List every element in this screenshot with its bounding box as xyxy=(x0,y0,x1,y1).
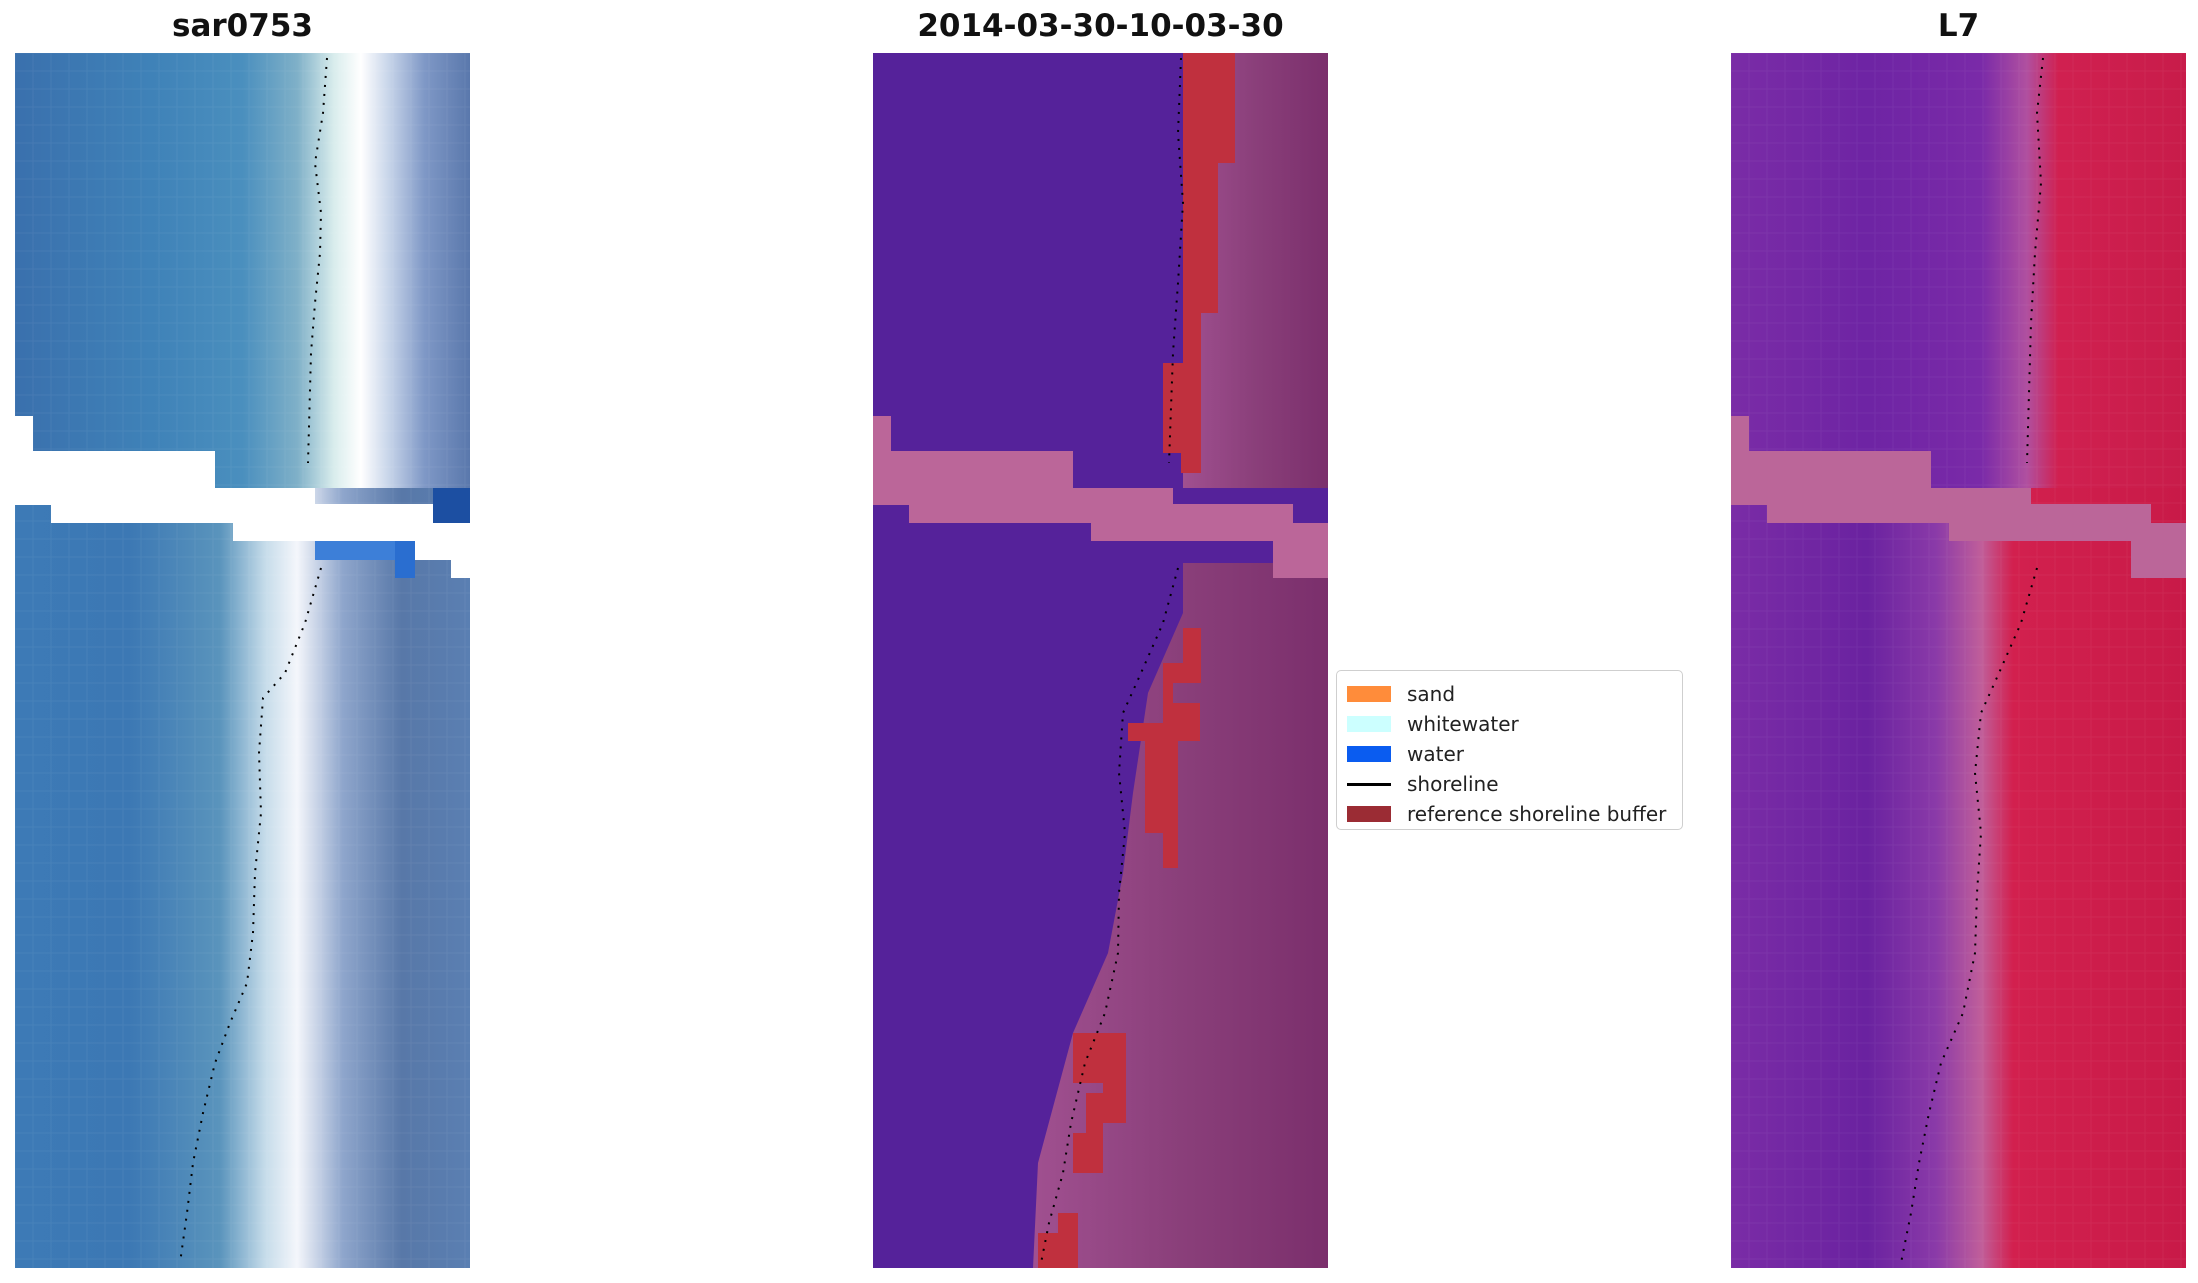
nodata-band xyxy=(1731,416,2186,578)
whitewater-swatch xyxy=(1347,716,1391,732)
l7-panel xyxy=(1731,53,2186,1268)
nodata-band xyxy=(873,416,1328,578)
shoreline-dotted xyxy=(179,57,328,1264)
buffer-swatch xyxy=(1347,806,1391,822)
shoreline-line-swatch xyxy=(1347,782,1391,786)
legend-label: reference shoreline buffer xyxy=(1407,802,1667,826)
panel-title-sar0753: sar0753 xyxy=(172,8,313,44)
classification-panel xyxy=(873,53,1328,1268)
legend-item-reference-buffer: reference shoreline buffer xyxy=(1347,799,1672,829)
legend: sand whitewater water shoreline referenc… xyxy=(1336,670,1683,830)
nodata-gap xyxy=(15,416,470,578)
legend-item-shoreline: shoreline xyxy=(1347,769,1672,799)
shoreline-dotted xyxy=(1040,57,1185,1264)
buffer-middle xyxy=(1128,598,1201,868)
buffer-upper xyxy=(1163,53,1235,473)
legend-label: whitewater xyxy=(1407,712,1519,736)
water-swatch xyxy=(1347,746,1391,762)
buffer-lower xyxy=(1073,1033,1126,1173)
legend-item-sand: sand xyxy=(1347,679,1672,709)
legend-label: water xyxy=(1407,742,1464,766)
legend-label: shoreline xyxy=(1407,772,1499,796)
panel-title-date: 2014-03-30-10-03-30 xyxy=(917,8,1284,44)
l7-image xyxy=(1731,53,2186,1268)
classified-image xyxy=(873,53,1328,1268)
panel-title-l7: L7 xyxy=(1937,8,1980,44)
shoreline-dotted xyxy=(1900,57,2044,1264)
legend-item-water: water xyxy=(1347,739,1672,769)
legend-item-whitewater: whitewater xyxy=(1347,709,1672,739)
legend-label: sand xyxy=(1407,682,1456,706)
rgb-satellite-image xyxy=(15,53,470,1268)
sand-swatch xyxy=(1347,686,1391,702)
rgb-image-panel xyxy=(15,53,470,1268)
